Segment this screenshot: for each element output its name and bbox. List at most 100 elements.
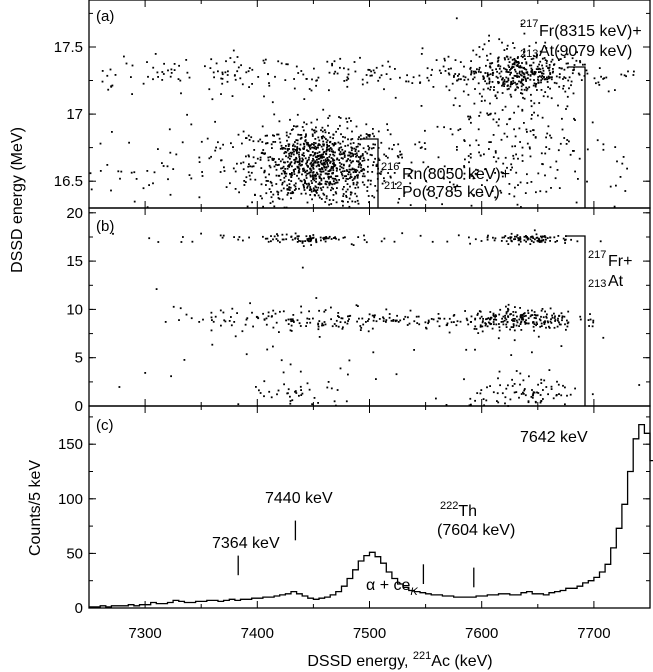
panel-a-point bbox=[437, 156, 440, 159]
panel-a-point bbox=[232, 146, 234, 148]
panel-a-point bbox=[317, 155, 320, 158]
panel-a-point bbox=[106, 74, 109, 77]
panel-a-point bbox=[372, 147, 375, 149]
panel-a-point bbox=[340, 157, 343, 159]
panel-b-point bbox=[325, 236, 327, 238]
panel-a-point bbox=[521, 154, 524, 157]
panel-a-point bbox=[306, 149, 308, 152]
panel-a-point bbox=[315, 174, 317, 177]
panel-a-point bbox=[198, 161, 201, 163]
panel-a-point bbox=[334, 178, 337, 180]
panel-a-point bbox=[188, 174, 191, 176]
panel-b-point bbox=[309, 236, 312, 239]
panel-a-point bbox=[283, 171, 286, 173]
panel-b-point bbox=[357, 236, 360, 238]
panel-a-point bbox=[268, 188, 271, 190]
panel-b-point bbox=[505, 326, 508, 328]
panel-a-point bbox=[328, 199, 331, 201]
panel-a-point bbox=[338, 179, 340, 181]
panel-a-point bbox=[314, 189, 317, 192]
panel-a-point bbox=[292, 191, 295, 194]
panel-a-point bbox=[494, 112, 497, 115]
panel-a-point bbox=[260, 152, 263, 154]
panel-a-point bbox=[557, 58, 560, 61]
panel-a-point bbox=[351, 138, 354, 140]
panel-b-point bbox=[338, 316, 340, 318]
panel-a-point bbox=[312, 166, 314, 169]
panel-b-point bbox=[318, 320, 321, 322]
panel-a-point bbox=[251, 201, 253, 204]
panel-a-point bbox=[287, 165, 289, 167]
panel-a-point bbox=[331, 183, 334, 186]
panel-a-point bbox=[541, 72, 543, 75]
panel-a-point bbox=[546, 78, 549, 81]
panel-a-point bbox=[388, 147, 391, 150]
panel-a-point bbox=[273, 158, 275, 160]
panel-b-point bbox=[425, 327, 428, 330]
panel-a-point bbox=[293, 78, 295, 80]
panel-a-point bbox=[530, 58, 533, 60]
panel-b-point bbox=[446, 322, 449, 325]
panel-a-point bbox=[147, 75, 149, 78]
panel-b-point bbox=[383, 237, 386, 240]
panel-a-point bbox=[516, 86, 519, 88]
panel-a-point bbox=[331, 177, 334, 180]
panel-a-point bbox=[326, 173, 329, 176]
panel-b-point bbox=[557, 319, 559, 322]
panel-a-point bbox=[586, 180, 588, 183]
panel-b-point bbox=[505, 240, 508, 243]
panel-a-point bbox=[322, 170, 325, 173]
panel-a-point bbox=[489, 73, 492, 76]
panel-a-point bbox=[456, 79, 458, 82]
panel-a-point bbox=[326, 163, 329, 166]
panel-a-point bbox=[368, 134, 371, 137]
panel-a-point bbox=[314, 174, 316, 177]
panel-b-point bbox=[390, 319, 393, 322]
panel-a-point bbox=[479, 71, 482, 74]
panel-b-point bbox=[248, 236, 250, 239]
panel-a-point bbox=[346, 85, 349, 88]
panel-a-point bbox=[467, 115, 469, 118]
y-tick-label: 50 bbox=[66, 545, 83, 562]
panel-a-point bbox=[565, 48, 568, 51]
panel-b-point bbox=[537, 335, 540, 338]
panel-a-point bbox=[243, 180, 246, 182]
panel-a-point bbox=[383, 177, 385, 180]
panel-a-point bbox=[306, 159, 309, 162]
panel-a-point bbox=[332, 166, 335, 168]
panel-a-point bbox=[549, 72, 551, 74]
panel-a-point bbox=[268, 82, 270, 84]
panel-a-point bbox=[333, 60, 336, 63]
panel-a-point bbox=[311, 128, 313, 131]
panel-b-point bbox=[298, 322, 301, 325]
panel-b-point bbox=[531, 389, 533, 391]
panel-a-point bbox=[512, 157, 515, 160]
panel-a-point bbox=[167, 178, 169, 181]
panel-a-point bbox=[106, 164, 109, 166]
panel-a-point bbox=[452, 183, 455, 186]
panel-a-point bbox=[302, 170, 305, 172]
panel-a-point bbox=[341, 170, 344, 173]
panel-a-point bbox=[313, 153, 316, 156]
panel-a-point bbox=[117, 170, 120, 173]
panel-a-point bbox=[327, 117, 330, 119]
x-axis-label: DSSD energy, 221Ac (keV) bbox=[307, 650, 492, 670]
panel-b-point bbox=[474, 325, 477, 328]
x-axis-label-sup: 221 bbox=[413, 650, 431, 662]
panel-a-point bbox=[490, 141, 492, 143]
panel-a-point bbox=[364, 150, 367, 153]
panel-a-point bbox=[537, 76, 540, 78]
panel-a-point bbox=[323, 166, 326, 169]
panel-a-point bbox=[483, 77, 485, 79]
panel-a-point bbox=[527, 77, 529, 80]
panel-a-point bbox=[302, 147, 304, 150]
panel-a-point bbox=[262, 152, 265, 155]
panel-a-point bbox=[616, 160, 618, 163]
panel-a-point bbox=[363, 175, 366, 178]
panel-a-point bbox=[311, 133, 314, 136]
panel-a-point bbox=[289, 118, 291, 121]
panel-b-point bbox=[311, 403, 313, 406]
panel-a-point bbox=[513, 63, 516, 66]
panel-a-point bbox=[304, 181, 307, 184]
panel-a-point bbox=[312, 190, 315, 192]
